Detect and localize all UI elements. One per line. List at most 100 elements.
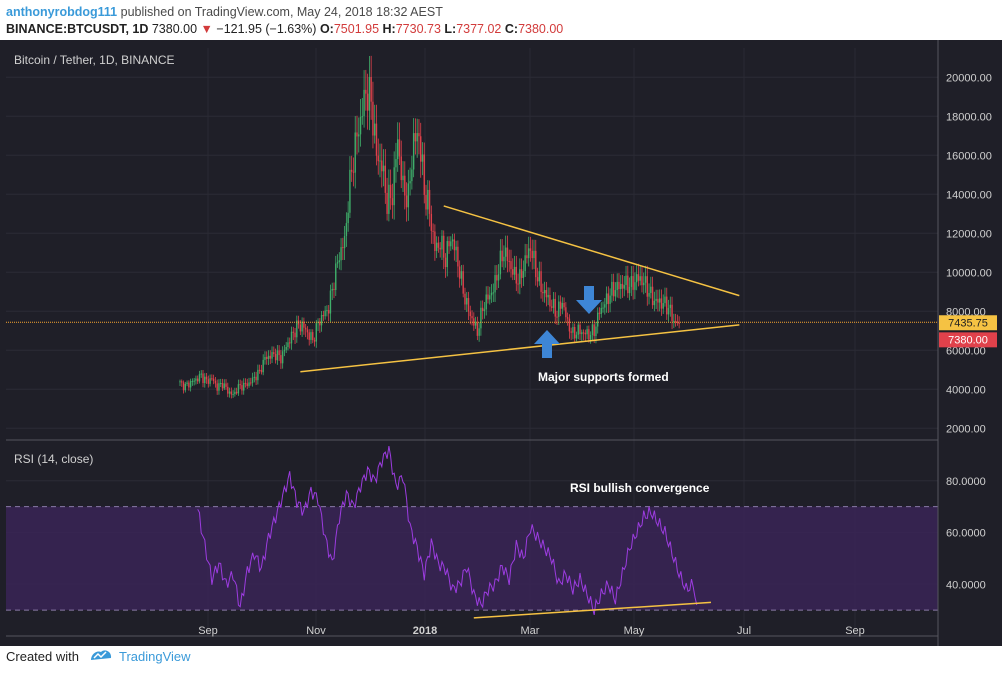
candle-body xyxy=(223,383,225,389)
candle-body xyxy=(561,302,564,309)
candle-body xyxy=(450,241,452,247)
candle-body xyxy=(255,376,257,381)
candle-body xyxy=(524,255,526,272)
candle-body xyxy=(326,310,328,312)
candle-body xyxy=(506,247,509,261)
candle-body xyxy=(635,274,638,283)
tradingview-logo-icon[interactable] xyxy=(89,648,113,665)
candle-body xyxy=(568,318,571,332)
time-tick-label: Mar xyxy=(521,625,540,637)
rsi-trendline[interactable] xyxy=(473,601,712,619)
candle-body xyxy=(666,296,668,315)
candle-body xyxy=(542,291,544,294)
candle-body xyxy=(648,292,650,297)
candle-body xyxy=(260,370,263,373)
candle-body xyxy=(239,384,241,386)
candle-body xyxy=(607,293,610,304)
price-tick-label: 20000.00 xyxy=(946,72,992,84)
candle-body xyxy=(460,271,463,279)
candle-body xyxy=(667,308,670,315)
rsi-tick-label: 60.0000 xyxy=(946,528,986,540)
candle-body xyxy=(481,307,484,311)
candle-body xyxy=(411,169,413,182)
candle-body xyxy=(434,231,436,251)
down-arrow-icon: ▼ xyxy=(200,22,213,36)
candle-body xyxy=(644,276,647,283)
tradingview-brand-link[interactable]: TradingView xyxy=(118,649,191,664)
candle-body xyxy=(627,275,629,294)
candle-body xyxy=(485,294,487,310)
candle-body xyxy=(651,286,654,306)
candle-body xyxy=(308,332,310,340)
candle-body xyxy=(230,391,233,395)
support-trendline[interactable] xyxy=(300,324,740,373)
candle-body xyxy=(469,311,471,317)
candle-body xyxy=(531,250,533,259)
candle-body xyxy=(304,327,307,330)
candle-body xyxy=(483,309,486,311)
candle-body xyxy=(267,355,270,360)
candle-body xyxy=(628,286,631,294)
candle-body xyxy=(549,295,551,307)
up-arrow-icon xyxy=(534,330,560,358)
candle-body xyxy=(643,282,645,286)
candle-body xyxy=(471,316,473,319)
candle-body xyxy=(439,247,441,250)
time-tick-label: Sep xyxy=(845,625,865,637)
candle-body xyxy=(343,235,346,249)
candle-body xyxy=(333,288,335,290)
candle-body xyxy=(658,298,661,303)
candle-body xyxy=(336,262,339,264)
candle-body xyxy=(558,301,560,317)
candle-body xyxy=(372,101,374,136)
candle-body xyxy=(566,317,569,319)
major-supports-annotation: Major supports formed xyxy=(538,370,669,384)
author-link[interactable]: anthonyrobdog111 xyxy=(6,5,118,19)
last-price: 7380.00 xyxy=(151,22,198,36)
candle-body xyxy=(253,376,256,378)
candle-body xyxy=(611,281,613,296)
candle-body xyxy=(292,331,294,333)
candle-body xyxy=(283,349,286,352)
candle-body xyxy=(370,76,372,102)
price-chart-title: Bitcoin / Tether, 1D, BINANCE xyxy=(14,53,175,67)
footer: Created with TradingView xyxy=(6,648,191,665)
candle-body xyxy=(554,298,556,317)
candle-body xyxy=(234,391,236,395)
candle-body xyxy=(198,374,201,382)
candle-body xyxy=(490,292,493,296)
candle-body xyxy=(499,250,502,275)
candle-body xyxy=(209,378,211,384)
resistance-trendline[interactable] xyxy=(443,205,740,297)
candle-body xyxy=(188,382,190,388)
candle-body xyxy=(496,275,498,281)
candle-body xyxy=(287,342,289,348)
candle-body xyxy=(510,261,512,270)
candle-body xyxy=(381,160,383,172)
price-label-box xyxy=(939,315,997,331)
candle-body xyxy=(204,376,206,384)
candle-body xyxy=(246,383,248,386)
candle-body xyxy=(278,350,280,356)
candle-body xyxy=(409,181,411,184)
candle-body xyxy=(476,322,479,336)
publish-info: anthonyrobdog111 published on TradingVie… xyxy=(6,5,443,19)
candle-body xyxy=(637,274,640,281)
candle-body xyxy=(545,289,548,298)
candle-body xyxy=(641,276,643,286)
candle-body xyxy=(612,281,615,297)
candle-body xyxy=(377,155,379,162)
candle-body xyxy=(404,175,406,196)
chart-area[interactable]: 2000.00 4000.00 6000.00 8000.00 10000.00 1200… xyxy=(0,40,1002,646)
candle-body xyxy=(273,352,275,355)
candle-body xyxy=(526,255,528,259)
candle-body xyxy=(579,324,581,335)
high-value: 7730.73 xyxy=(395,22,441,36)
candle-body xyxy=(669,304,671,309)
candle-body xyxy=(200,373,202,375)
candle-body xyxy=(301,321,303,332)
candle-body xyxy=(473,318,475,326)
candle-body xyxy=(358,134,360,137)
rsi-title: RSI (14, close) xyxy=(14,452,93,466)
price-tick-label: 6000.00 xyxy=(946,345,986,357)
